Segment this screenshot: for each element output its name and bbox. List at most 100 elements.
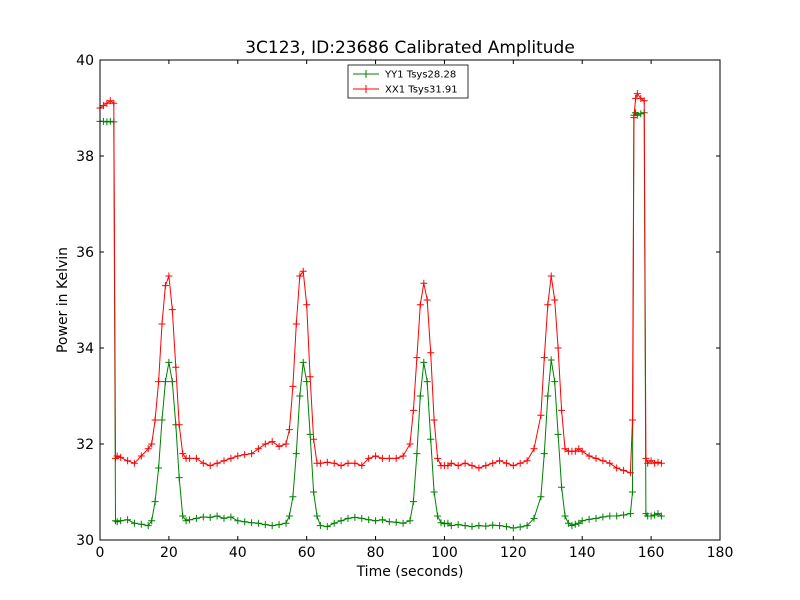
- data-point: [489, 521, 497, 529]
- data-point: [413, 354, 421, 362]
- data-point: [344, 459, 352, 467]
- data-point: [306, 373, 314, 381]
- data-point: [124, 516, 132, 524]
- data-point: [148, 517, 156, 525]
- data-point: [289, 382, 297, 390]
- data-point: [599, 457, 607, 465]
- data-point: [199, 459, 207, 467]
- data-point: [642, 454, 650, 462]
- data-point: [358, 514, 366, 522]
- data-point: [423, 378, 431, 386]
- data-point: [175, 421, 183, 429]
- x-tick-label: 140: [569, 545, 596, 561]
- legend-label-xx1: XX1 Tsys31.91: [385, 85, 458, 96]
- data-point: [416, 392, 424, 400]
- data-point: [344, 514, 352, 522]
- data-point: [571, 520, 579, 528]
- data-point: [110, 99, 118, 107]
- data-point: [434, 512, 442, 520]
- data-point: [144, 522, 152, 530]
- data-point: [530, 514, 538, 522]
- x-axis-ticks: 0 20 40 60 80 100 120 140 160 180: [96, 60, 733, 561]
- data-point: [303, 378, 311, 386]
- data-point: [489, 459, 497, 467]
- data-point: [561, 512, 569, 520]
- plot-lines: [96, 90, 665, 532]
- data-point: [430, 488, 438, 496]
- data-point: [392, 454, 400, 462]
- data-point: [468, 462, 476, 470]
- data-point: [406, 440, 414, 448]
- data-point: [117, 517, 125, 525]
- data-point: [117, 453, 125, 461]
- data-point: [578, 517, 586, 525]
- data-point: [551, 378, 559, 386]
- data-point: [633, 90, 641, 98]
- legend-marker-yy1: [362, 70, 370, 78]
- data-point: [378, 516, 386, 524]
- data-point: [282, 519, 290, 527]
- legend-marker-xx1: [362, 85, 370, 93]
- data-point: [137, 520, 145, 528]
- data-point: [420, 279, 428, 287]
- data-point: [502, 459, 510, 467]
- data-point: [640, 97, 648, 105]
- data-point: [351, 459, 359, 467]
- data-point: [420, 358, 428, 366]
- legend-label-yy1: YY1 Tsys28.28: [384, 70, 456, 81]
- x-tick-label: 100: [431, 545, 458, 561]
- data-point: [158, 320, 166, 328]
- data-point: [124, 457, 132, 465]
- data-point: [275, 442, 283, 450]
- data-point: [399, 519, 407, 527]
- data-point: [213, 512, 221, 520]
- data-point: [227, 454, 235, 462]
- data-point: [558, 483, 566, 491]
- y-axis-ticks: 30 32 34 36 38 40: [76, 53, 720, 549]
- data-point: [613, 464, 621, 472]
- data-point: [192, 454, 200, 462]
- data-point: [523, 522, 531, 530]
- data-point: [299, 358, 307, 366]
- data-point: [461, 459, 469, 467]
- data-point: [241, 451, 249, 459]
- data-point: [303, 301, 311, 309]
- data-point: [647, 512, 655, 520]
- data-point: [330, 459, 338, 467]
- data-point: [378, 454, 386, 462]
- data-point: [657, 512, 665, 520]
- data-point: [206, 462, 214, 470]
- data-point: [578, 447, 586, 455]
- data-point: [437, 519, 445, 527]
- data-point: [482, 462, 490, 470]
- data-point: [554, 430, 562, 438]
- data-point: [537, 493, 545, 501]
- data-point: [406, 517, 414, 525]
- data-point: [592, 514, 600, 522]
- data-point: [544, 392, 552, 400]
- data-point: [254, 519, 262, 527]
- data-point: [268, 522, 276, 530]
- data-point: [468, 523, 476, 531]
- data-point: [475, 464, 483, 472]
- data-point: [558, 406, 566, 414]
- legend-entry-yy1: YY1 Tsys28.28: [353, 70, 456, 81]
- data-point: [292, 450, 300, 458]
- data-point: [544, 301, 552, 309]
- data-point: [365, 454, 373, 462]
- data-point: [130, 459, 138, 467]
- data-point: [413, 450, 421, 458]
- data-point: [547, 356, 555, 364]
- data-point: [227, 513, 235, 521]
- data-point: [372, 452, 380, 460]
- data-point: [113, 452, 121, 460]
- data-point: [416, 301, 424, 309]
- data-point: [516, 523, 524, 531]
- data-point: [423, 296, 431, 304]
- data-point: [179, 512, 187, 520]
- data-point: [165, 272, 173, 280]
- data-point: [199, 513, 207, 521]
- data-point: [337, 517, 345, 525]
